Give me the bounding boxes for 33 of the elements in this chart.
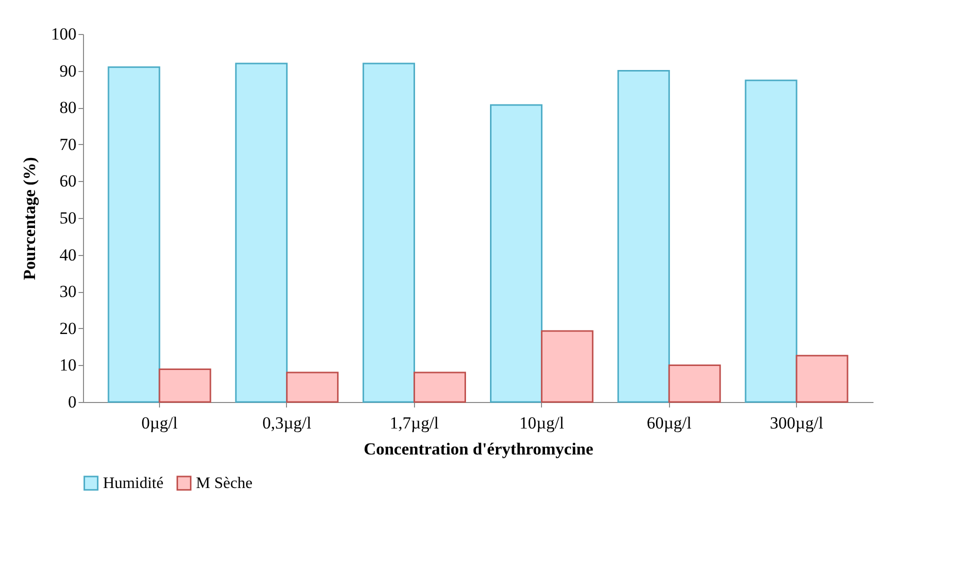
y-tick-label: 80 — [60, 98, 76, 118]
y-tick-label: 40 — [60, 245, 76, 264]
bar — [744, 80, 798, 403]
bar — [414, 372, 466, 403]
x-tick-label: 60µg/l — [646, 414, 692, 432]
x-tick-label: 10µg/l — [519, 414, 564, 432]
x-tick-label: 0,3µg/l — [262, 414, 312, 432]
bar — [668, 364, 721, 403]
bar — [108, 66, 160, 403]
y-tick-label: 0 — [68, 392, 76, 412]
bar — [235, 62, 288, 403]
legend-label: Humidité — [103, 475, 164, 492]
legend-label: M Sèche — [196, 475, 252, 492]
bar — [490, 104, 542, 403]
bar — [362, 62, 416, 403]
bar — [617, 70, 670, 403]
y-tick-label: 60 — [60, 172, 76, 191]
y-axis-title: Pourcentage (%) — [20, 157, 39, 280]
x-tick-label: 1,7µg/l — [390, 414, 440, 432]
y-tick-label: 20 — [60, 318, 76, 338]
y-tick-label: 50 — [60, 208, 76, 228]
bar — [158, 368, 212, 403]
x-axis-title: Concentration d'érythromycine — [364, 440, 594, 458]
y-tick-label: 70 — [60, 134, 76, 154]
y-tick-label: 100 — [51, 24, 76, 44]
x-tick-label: 0µg/l — [141, 414, 178, 432]
y-tick-label: 10 — [60, 356, 76, 375]
x-tick-label: 300µg/l — [770, 414, 824, 432]
bar — [286, 372, 339, 403]
bar — [796, 354, 848, 403]
bar — [540, 330, 594, 403]
y-tick-label: 90 — [60, 61, 76, 80]
y-tick-label: 30 — [60, 282, 76, 302]
